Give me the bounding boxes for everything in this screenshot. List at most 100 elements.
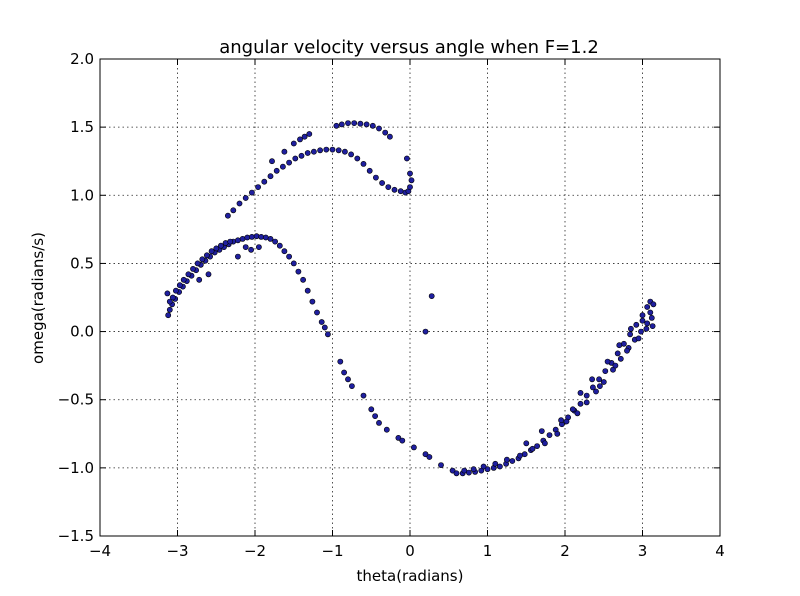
- scatter-point: [242, 195, 249, 201]
- scatter-point: [600, 379, 607, 385]
- scatter-point: [357, 120, 364, 127]
- scatter-point: [492, 460, 499, 467]
- y-tick-label: 1.5: [70, 118, 94, 136]
- scatter-point: [279, 163, 286, 170]
- scatter-point: [272, 238, 278, 245]
- x-tick-label: 3: [638, 542, 648, 560]
- scatter-point: [408, 177, 415, 184]
- scatter-point: [496, 463, 503, 470]
- scatter-point: [577, 389, 584, 396]
- chart-title: angular velocity versus angle when F=1.2: [219, 37, 599, 58]
- scatter-point: [538, 428, 545, 434]
- x-axis-label: theta(radians): [357, 567, 464, 585]
- scatter-point: [366, 167, 373, 174]
- scatter-point: [470, 466, 477, 473]
- x-tick-label: 1: [483, 542, 493, 560]
- scatter-point: [248, 189, 255, 196]
- scatter-point: [614, 350, 621, 357]
- scatter-point: [281, 248, 288, 255]
- x-tick-label: −1: [321, 542, 343, 560]
- scatter-point: [318, 319, 325, 325]
- scatter-point: [281, 148, 288, 155]
- scatter-point: [369, 122, 376, 129]
- scatter-point: [574, 410, 581, 417]
- scatter-point: [633, 321, 640, 328]
- scatter-point: [644, 320, 651, 327]
- y-tick-label: −1.5: [58, 527, 94, 545]
- grid-lines: [100, 59, 720, 536]
- scatter-point: [203, 252, 210, 259]
- scatter-point: [348, 151, 354, 158]
- data-points: [164, 120, 657, 477]
- scatter-point: [239, 235, 246, 242]
- scatter-point: [624, 347, 630, 354]
- scatter-point: [329, 146, 336, 153]
- scatter-point: [276, 242, 283, 249]
- scatter-point: [577, 400, 584, 407]
- scatter-point: [453, 470, 460, 477]
- scatter-point: [428, 293, 435, 299]
- scatter-point: [310, 148, 317, 155]
- scatter-point: [298, 152, 305, 159]
- scatter-point: [363, 121, 370, 128]
- scatter-point: [376, 125, 382, 132]
- scatter-point: [345, 376, 351, 383]
- scatter-point: [208, 248, 215, 255]
- scatter-point: [236, 200, 243, 207]
- scatter-point: [628, 325, 634, 332]
- scatter-point: [255, 244, 262, 250]
- scatter-point: [649, 323, 656, 329]
- scatter-point: [348, 383, 355, 389]
- scatter-point: [529, 445, 536, 452]
- scatter-point: [617, 355, 624, 362]
- scatter-point: [234, 253, 241, 260]
- scatter-point: [449, 467, 456, 474]
- scatter-point: [648, 314, 655, 321]
- y-tick-label: 0.5: [70, 254, 94, 272]
- scatter-point: [360, 392, 367, 399]
- scatter-point: [309, 298, 316, 305]
- scatter-point: [569, 406, 576, 413]
- scatter-point: [563, 418, 570, 425]
- scatter-point: [217, 242, 224, 249]
- x-tick-label: −2: [244, 542, 266, 560]
- scatter-point: [213, 245, 220, 252]
- scatter-point: [602, 368, 609, 374]
- scatter-point: [323, 146, 330, 153]
- scatter-point: [554, 430, 561, 437]
- scatter-point: [297, 136, 303, 143]
- scatter-point: [596, 376, 602, 383]
- scatter-point: [407, 184, 413, 190]
- scatter-point: [333, 122, 340, 129]
- scatter-point: [644, 304, 651, 310]
- y-tick-label: 2.0: [70, 50, 94, 68]
- scatter-point: [267, 173, 274, 180]
- scatter-point: [597, 383, 603, 389]
- scatter-point: [199, 256, 206, 263]
- scatter-point: [286, 159, 292, 166]
- scatter-point: [376, 419, 382, 426]
- x-tick-labels: −4 −3 −2 −1 0 1 2 3 4: [89, 542, 725, 560]
- x-tick-label: 4: [715, 542, 725, 560]
- x-tick-label: 2: [560, 542, 570, 560]
- scatter-point: [395, 434, 402, 441]
- scatter-point: [461, 467, 468, 474]
- x-tick-label: −3: [166, 542, 188, 560]
- scatter-point: [583, 399, 590, 406]
- scatter-point: [242, 244, 249, 250]
- scatter-point: [314, 309, 320, 316]
- scatter-point: [337, 358, 344, 365]
- scatter-point: [306, 131, 313, 137]
- scatter-point: [262, 234, 269, 241]
- y-axis-label: omega(radians/s): [29, 232, 47, 364]
- scatter-point: [290, 140, 297, 147]
- scatter-point: [422, 328, 429, 335]
- scatter-point: [165, 312, 172, 319]
- scatter-point: [166, 306, 173, 313]
- scatter-point: [397, 188, 404, 195]
- scatter-point: [616, 342, 623, 349]
- scatter-point: [480, 463, 487, 470]
- scatter-point: [321, 324, 328, 331]
- scatter-point: [345, 120, 351, 126]
- scatter-point: [521, 451, 528, 458]
